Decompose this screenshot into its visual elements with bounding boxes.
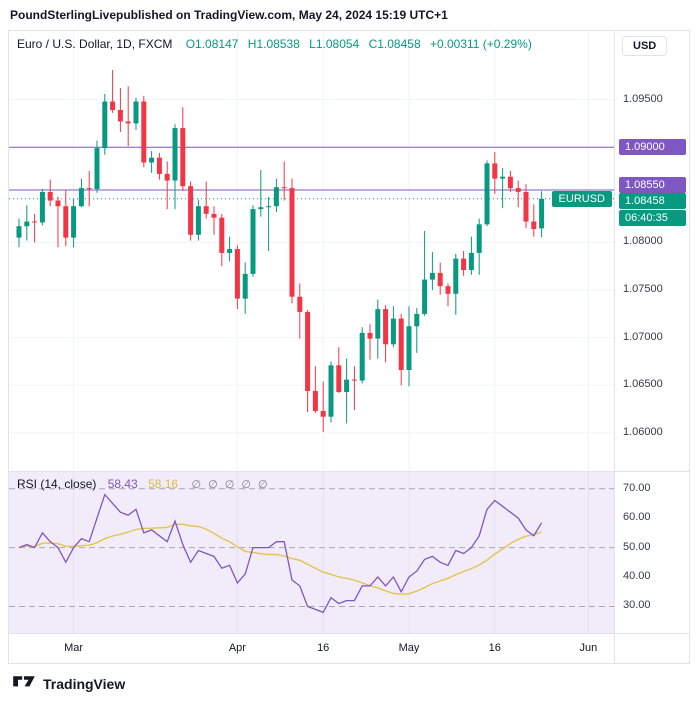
time-axis-label: 16 bbox=[488, 642, 501, 654]
high-value: H1.08538 bbox=[247, 37, 300, 51]
price-pane[interactable]: Euro / U.S. Dollar, 1D, FXCM O1.08147 H1… bbox=[9, 31, 614, 471]
rsi-axis-label: 40.00 bbox=[623, 570, 651, 583]
rsi-hidden-value-icons[interactable]: ∅ ∅ ∅ ∅ ∅ bbox=[191, 479, 270, 491]
level-price-label-10855: 1.08550 bbox=[619, 177, 686, 194]
chart-frame: Euro / U.S. Dollar, 1D, FXCM O1.08147 H1… bbox=[8, 30, 690, 664]
footer: TradingView bbox=[0, 664, 698, 703]
low-value: L1.08054 bbox=[309, 37, 360, 51]
time-axis-label: May bbox=[398, 642, 420, 654]
rsi-pane[interactable]: RSI (14, close) 58.43 58.16 ∅ ∅ ∅ ∅ ∅ bbox=[9, 471, 614, 633]
rsi-ma-value: 58.16 bbox=[148, 477, 179, 491]
pane-separator[interactable] bbox=[9, 471, 689, 472]
publisher-name: PoundSterlingLive bbox=[10, 8, 117, 22]
rsi-plot[interactable] bbox=[9, 471, 614, 633]
attribution-bar: PoundSterlingLive published on TradingVi… bbox=[0, 0, 698, 30]
axis-separator bbox=[9, 633, 689, 634]
rsi-axis-label: 50.00 bbox=[623, 540, 651, 553]
time-axis-label: Jun bbox=[579, 642, 598, 654]
symbol-title: Euro / U.S. Dollar, 1D, FXCM bbox=[17, 37, 173, 51]
level-price-label-10900: 1.09000 bbox=[619, 139, 686, 156]
time-axis[interactable]: Mar Apr 16 May 16 Jun bbox=[9, 633, 614, 663]
price-axis-label: 1.06500 bbox=[623, 378, 663, 391]
chart-main-column: Euro / U.S. Dollar, 1D, FXCM O1.08147 H1… bbox=[9, 31, 614, 663]
time-axis-label: 16 bbox=[317, 642, 330, 654]
rsi-legend: RSI (14, close) 58.43 58.16 ∅ ∅ ∅ ∅ ∅ bbox=[17, 477, 270, 491]
symbol-legend: Euro / U.S. Dollar, 1D, FXCM O1.08147 H1… bbox=[17, 37, 538, 51]
rsi-value: 58.43 bbox=[107, 477, 138, 491]
price-axis[interactable]: USD 1.09000 1.08550 1.08458 06:40:35 1.0… bbox=[614, 31, 689, 663]
time-axis-label: Mar bbox=[64, 642, 84, 654]
price-line-symbol-label: EURUSD bbox=[551, 190, 612, 207]
change-value: +0.00311 (+0.29%) bbox=[429, 37, 532, 51]
last-price-label: 1.08458 bbox=[619, 192, 686, 209]
currency-toggle-usd[interactable]: USD bbox=[622, 36, 668, 56]
open-value: O1.08147 bbox=[185, 37, 239, 51]
price-axis-label: 1.06000 bbox=[623, 425, 663, 438]
price-axis-label: 1.09500 bbox=[623, 92, 663, 105]
close-value: C1.08458 bbox=[368, 37, 421, 51]
price-axis-label: 1.08000 bbox=[623, 235, 663, 248]
rsi-axis-label: 70.00 bbox=[623, 481, 651, 494]
bar-close-countdown: 06:40:35 bbox=[619, 209, 686, 226]
rsi-indicator-title: RSI (14, close) bbox=[17, 477, 97, 491]
tradingview-wordmark[interactable]: TradingView bbox=[43, 675, 126, 692]
publish-info: published on TradingView.com, May 24, 20… bbox=[116, 8, 448, 22]
candlestick-plot[interactable] bbox=[9, 31, 614, 471]
rsi-axis-label: 30.00 bbox=[623, 599, 651, 612]
rsi-axis-label: 60.00 bbox=[623, 511, 651, 524]
tradingview-logo-icon[interactable] bbox=[12, 673, 36, 694]
time-axis-label: Apr bbox=[228, 642, 246, 654]
price-axis-label: 1.07000 bbox=[623, 330, 663, 343]
price-axis-label: 1.07500 bbox=[623, 283, 663, 296]
